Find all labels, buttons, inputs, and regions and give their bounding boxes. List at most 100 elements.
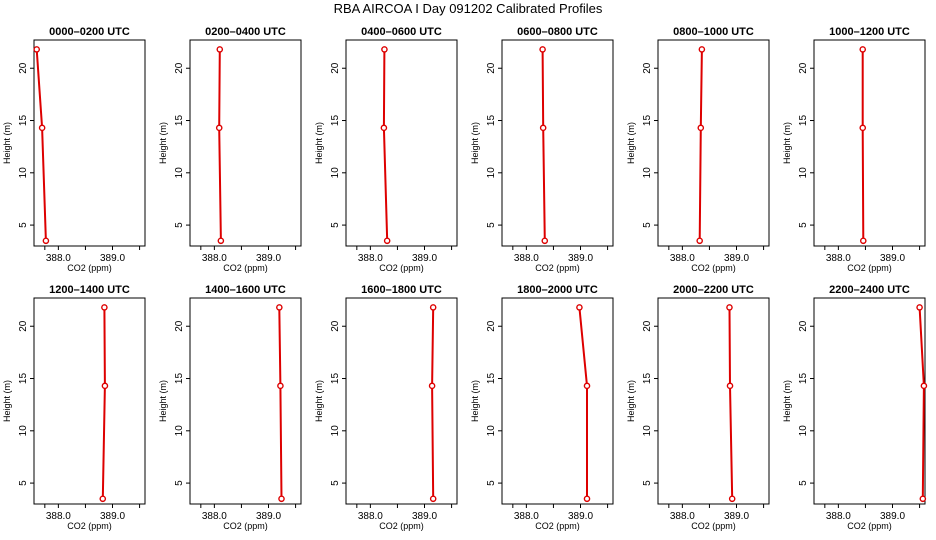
data-point — [383, 237, 391, 245]
x-tick-label: 388.0 — [826, 511, 851, 522]
y-axis-label: Height (m) — [314, 380, 324, 422]
data-point — [576, 304, 583, 311]
data-point — [278, 495, 285, 503]
x-tick-label: 388.0 — [514, 253, 539, 264]
panel: 0000–0200 UTC 388.0 389.0 5 10 15 20 CO2 (ppm) H… — [2, 26, 146, 273]
data-point — [101, 304, 108, 311]
data-point — [217, 237, 225, 245]
x-tick-label: 389.0 — [412, 253, 437, 264]
y-tick-label: 5 — [330, 222, 341, 228]
panel: 0200–0400 UTC 388.0 389.0 5 10 15 20 CO2 (ppm) H… — [158, 26, 302, 273]
x-tick-label: 389.0 — [256, 511, 281, 522]
y-tick-label: 15 — [18, 115, 29, 127]
data-point — [859, 46, 867, 53]
y-tick-label: 10 — [798, 425, 809, 437]
x-axis-label: CO2 (ppm) — [535, 521, 580, 531]
x-tick-label: 389.0 — [100, 511, 125, 522]
x-axis-label: CO2 (ppm) — [691, 263, 736, 273]
panel-title: 0800–1000 UTC — [673, 26, 754, 38]
y-tick-label: 20 — [798, 320, 809, 332]
y-axis-label: Height (m) — [626, 122, 636, 164]
y-tick-label: 10 — [174, 167, 185, 179]
plot-frame — [657, 39, 770, 247]
profile-line — [541, 49, 546, 241]
y-tick-label: 5 — [642, 480, 653, 486]
panel: 0600–0800 UTC 388.0 389.0 5 10 15 20 CO2 (ppm) H… — [470, 26, 614, 273]
y-tick-label: 15 — [798, 115, 809, 127]
y-tick-label: 10 — [642, 167, 653, 179]
x-axis-label: CO2 (ppm) — [847, 263, 892, 273]
y-tick-label: 15 — [174, 373, 185, 385]
x-axis-label: CO2 (ppm) — [691, 521, 736, 531]
y-axis-label: Height (m) — [626, 380, 636, 422]
y-tick-label: 15 — [798, 373, 809, 385]
y-tick-label: 10 — [18, 167, 29, 179]
profile-line — [101, 307, 106, 499]
x-axis-label: CO2 (ppm) — [847, 521, 892, 531]
profile-line — [218, 49, 222, 241]
x-tick-label: 389.0 — [256, 253, 281, 264]
panel: 2000–2200 UTC 388.0 389.0 5 10 15 20 CO2 (ppm) H… — [626, 284, 770, 531]
y-tick-label: 20 — [18, 62, 29, 74]
plot-frame — [33, 297, 146, 505]
y-tick-label: 15 — [486, 115, 497, 127]
y-tick-label: 20 — [798, 62, 809, 74]
x-tick-label: 389.0 — [412, 511, 437, 522]
data-point — [99, 495, 107, 503]
profile-line — [918, 307, 925, 499]
y-tick-label: 5 — [18, 222, 29, 228]
profile-line — [698, 49, 703, 241]
x-tick-label: 389.0 — [724, 253, 749, 264]
y-axis-label: Height (m) — [158, 380, 168, 422]
data-point — [583, 495, 591, 503]
data-point — [539, 124, 547, 132]
y-tick-label: 5 — [642, 222, 653, 228]
y-tick-label: 15 — [330, 373, 341, 385]
panel-title: 1400–1600 UTC — [205, 284, 286, 296]
x-tick-label: 388.0 — [202, 253, 227, 264]
y-axis-label: Height (m) — [782, 380, 792, 422]
panel: 1600–1800 UTC 388.0 389.0 5 10 15 20 CO2 (ppm) H… — [314, 284, 458, 531]
panel-title: 0600–0800 UTC — [517, 26, 598, 38]
x-tick-label: 388.0 — [46, 511, 71, 522]
data-point — [276, 304, 283, 311]
y-tick-label: 5 — [486, 480, 497, 486]
y-axis-label: Height (m) — [314, 122, 324, 164]
x-tick-label: 388.0 — [202, 511, 227, 522]
y-tick-label: 20 — [642, 320, 653, 332]
panel-grid: 0000–0200 UTC 388.0 389.0 5 10 15 20 CO2 (ppm) H… — [2, 26, 928, 531]
data-point — [38, 124, 46, 132]
x-axis-label: CO2 (ppm) — [535, 263, 580, 273]
y-tick-label: 20 — [174, 62, 185, 74]
figure-title: RBA AIRCOA I Day 091202 Calibrated Profi… — [334, 1, 603, 16]
y-tick-label: 10 — [486, 167, 497, 179]
data-point — [33, 46, 41, 53]
x-axis-label: CO2 (ppm) — [379, 263, 424, 273]
x-tick-label: 389.0 — [100, 253, 125, 264]
y-axis-label: Height (m) — [2, 380, 12, 422]
x-tick-label: 388.0 — [670, 253, 695, 264]
y-tick-label: 5 — [798, 480, 809, 486]
data-point — [42, 237, 50, 245]
y-tick-label: 5 — [330, 480, 341, 486]
y-axis-label: Height (m) — [782, 122, 792, 164]
data-point — [428, 382, 436, 390]
y-axis-label: Height (m) — [470, 122, 480, 164]
data-point — [539, 46, 546, 53]
data-point — [859, 237, 867, 245]
profile-line — [382, 49, 389, 241]
plot-frame — [657, 297, 770, 505]
profile-line — [578, 307, 588, 499]
panel: 1000–1200 UTC 388.0 389.0 5 10 15 20 CO2 (ppm) H… — [782, 26, 926, 273]
panel-title: 2000–2200 UTC — [673, 284, 754, 296]
x-axis-label: CO2 (ppm) — [67, 521, 112, 531]
data-point — [583, 382, 591, 390]
profile-line — [861, 49, 865, 241]
y-tick-label: 15 — [18, 373, 29, 385]
panel: 1400–1600 UTC 388.0 389.0 5 10 15 20 CO2 (ppm) H… — [158, 284, 302, 531]
data-point — [277, 382, 284, 390]
x-tick-label: 388.0 — [826, 253, 851, 264]
plot-frame — [345, 39, 458, 247]
plot-frame — [813, 297, 926, 505]
